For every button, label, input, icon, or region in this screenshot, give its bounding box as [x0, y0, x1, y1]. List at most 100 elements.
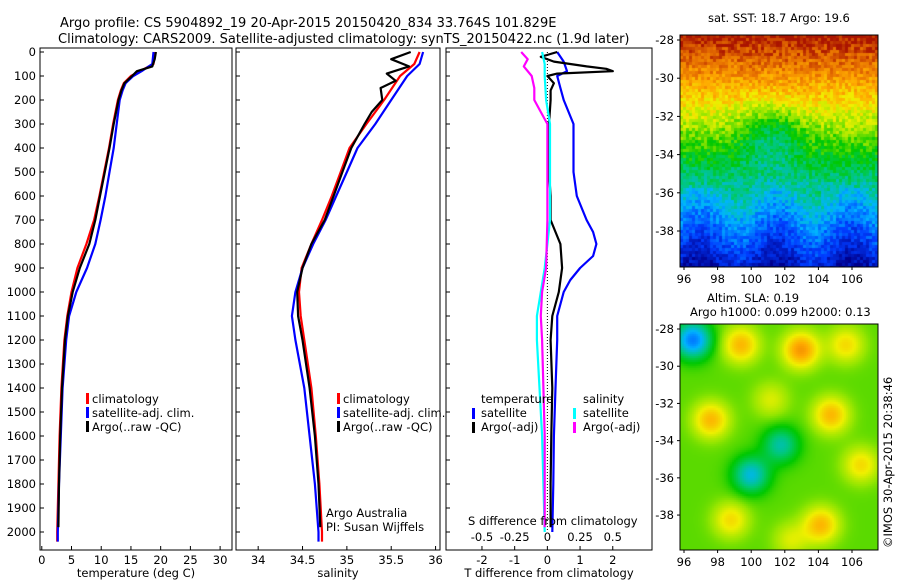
y-tick-label: 1000 [7, 285, 36, 299]
plot-frame [39, 47, 233, 551]
x-axis-label: T difference from climatology [463, 566, 634, 580]
x-tick-label: 1 [576, 553, 583, 567]
lat-tick-label: -38 [655, 508, 674, 522]
legend-swatch-s-satellite [573, 408, 576, 419]
legend-label: climatology [92, 392, 159, 406]
legend-label: satellite-adj. clim. [92, 406, 194, 420]
legend-swatch-satellite [337, 407, 340, 418]
series-line-argo-raw-qc- [57, 51, 157, 528]
sst-map-title: sat. SST: 18.7 Argo: 19.6 [708, 11, 850, 25]
y-tick-label: 1300 [7, 357, 36, 371]
x-tick-label: 25 [183, 553, 198, 567]
y-tick-label: 100 [14, 69, 36, 83]
lon-tick-label: 98 [710, 272, 725, 286]
lat-tick-label: -28 [655, 33, 674, 47]
legend-swatch-climatology [86, 393, 89, 404]
lat-tick-label: -34 [655, 148, 674, 162]
lon-tick-label: 100 [740, 555, 762, 569]
lon-tick-label: 100 [740, 272, 762, 286]
legend-label: Argo(-adj) [481, 420, 538, 434]
x-axis-label: salinity [317, 566, 358, 580]
legend-swatch-t-satellite [472, 408, 475, 419]
lat-tick-label: -32 [655, 109, 674, 123]
y-tick-label: 300 [14, 117, 36, 131]
legend-swatch-satellite [86, 407, 89, 418]
difference-panel: -2 -1 0 1 2T difference from climatology -0.5… [445, 47, 653, 580]
title-line-2: Climatology: CARS2009. Satellite-adjuste… [58, 32, 630, 47]
lon-tick-label: 98 [710, 555, 725, 569]
y-tick-label: 0 [29, 45, 36, 59]
x-tick-label: 0 [38, 553, 45, 567]
x-tick-label: 20 [153, 553, 168, 567]
y-tick-label: 1900 [7, 501, 36, 515]
y-tick-label: 1400 [7, 381, 36, 395]
lon-tick-label: 96 [677, 555, 692, 569]
x-tick-label: 15 [124, 553, 139, 567]
temperature-legend: climatology satellite-adj. clim. Argo(..… [86, 392, 194, 434]
legend-swatch-argo [337, 421, 340, 432]
series-line-argo-raw-qc- [296, 50, 412, 528]
lon-tick-label: 106 [841, 555, 863, 569]
title-line-1: Argo profile: CS 5904892_19 20-Apr-2015 … [60, 16, 556, 31]
legend-swatch-t-argo [472, 422, 475, 433]
lon-tick-label: 102 [774, 555, 796, 569]
lat-tick-label: -32 [655, 396, 674, 410]
series-line-temperature-satellite [551, 51, 598, 533]
lon-tick-label: 96 [677, 272, 692, 286]
legend-label: Argo(..raw -QC) [343, 420, 433, 434]
x-tick-label: 35 [340, 553, 355, 567]
y-tick-label: 700 [14, 213, 36, 227]
y-tick-label: 200 [14, 93, 36, 107]
s-tick-label: -0.25 [500, 530, 530, 544]
series-line-satellite-adj-clim- [290, 51, 425, 542]
sla-map-title-1: Altim. SLA: 0.19 [707, 291, 799, 305]
lon-tick-label: 104 [807, 272, 829, 286]
legend-label: satellite [481, 406, 527, 420]
s-tick-label: 0.25 [567, 530, 593, 544]
difference-legend: temperature salinity satellite Argo(-adj… [468, 392, 640, 528]
y-tick-label: 500 [14, 165, 36, 179]
plot-frame [235, 47, 441, 551]
legend-swatch-s-argo [573, 422, 576, 433]
salinity-legend: climatology satellite-adj. clim. Argo(..… [326, 392, 445, 534]
s-tick-label: 0 [544, 530, 551, 544]
lat-tick-label: -38 [655, 224, 674, 238]
x-axis-label: temperature (deg C) [77, 566, 195, 580]
x-tick-label: 35.5 [378, 553, 404, 567]
lon-tick-label: 102 [774, 272, 796, 286]
sst-map [680, 35, 878, 267]
y-tick-label: 1800 [7, 477, 36, 491]
salinity-panel: 34 34.5 35 35.5 36 salinity [235, 47, 443, 580]
x-tick-label: 34 [251, 553, 266, 567]
sst-map-axes: -28 -30 -32 -34 -36 -38 96 98 100 102 104 106 [655, 33, 863, 286]
y-tick-label: 2000 [7, 525, 36, 539]
series-line-salinity-argo-adj- [520, 51, 549, 528]
legend-swatch-argo [86, 421, 89, 432]
x-tick-label: -1 [509, 553, 520, 567]
legend-label: Argo(-adj) [583, 420, 640, 434]
lon-tick-label: 106 [841, 272, 863, 286]
plot-frame [445, 47, 653, 551]
sst-map-frame [679, 34, 879, 268]
lon-tick-label: 104 [807, 555, 829, 569]
y-tick-label: 1500 [7, 405, 36, 419]
y-tick-label: 400 [14, 141, 36, 155]
imos-credit: ©IMOS 30-Apr-2015 20:38:46 [881, 377, 895, 548]
lat-tick-label: -30 [655, 359, 674, 373]
temperature-panel: 0100200300400500600700800900100011001200… [7, 45, 233, 580]
s-tick-label: 0.5 [604, 530, 622, 544]
x-tick-label: 34.5 [290, 553, 316, 567]
y-tick-label: 900 [14, 261, 36, 275]
x-tick-label: 36 [428, 553, 443, 567]
sla-map-axes: -28 -30 -32 -34 -36 -38 96 98 100 102 104 106 [655, 322, 863, 569]
x-tick-label: -2 [476, 553, 487, 567]
legend-header-salinity: salinity [583, 392, 624, 406]
legend-header-temperature: temperature [481, 392, 553, 406]
series-line-temperature-argo-adj- [539, 50, 614, 528]
s-axis-title: S difference from climatology [468, 514, 638, 528]
lat-tick-label: -36 [655, 186, 674, 200]
y-tick-label: 600 [14, 189, 36, 203]
s-tick-label: -0.5 [471, 530, 493, 544]
lat-tick-label: -30 [655, 71, 674, 85]
